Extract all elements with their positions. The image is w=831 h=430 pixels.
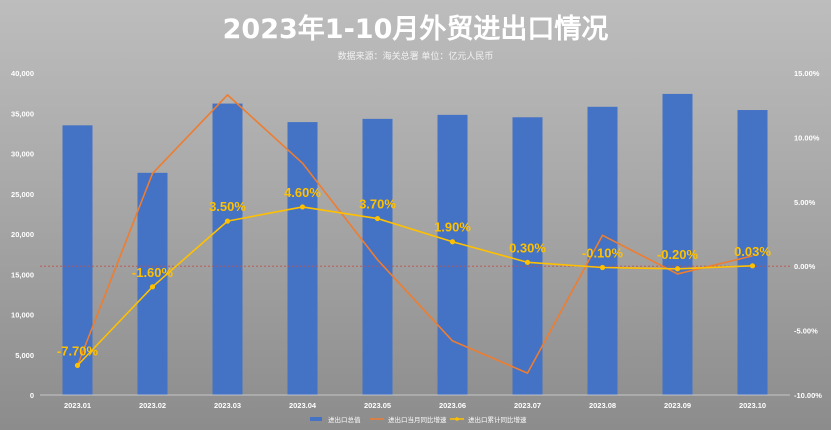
bar-2023.06 [437,114,468,396]
data-label-2023.08: -0.10% [582,245,624,260]
bar-2023.05 [362,118,393,395]
x-tick-label: 2023.09 [664,401,691,410]
data-label-2023.04: 4.60% [284,185,321,200]
data-label-2023.06: 1.90% [434,220,471,235]
legend-label: 进出口累计同比增速 [468,415,527,424]
y-right-tick: -10.00% [794,391,822,400]
x-tick-label: 2023.05 [364,401,391,410]
y-right-tick: 5.00% [794,198,816,207]
bar-2023.02 [137,172,168,395]
marker-2023.10 [749,263,756,269]
y-left-tick: 20,000 [11,230,34,239]
chart-subtitle: 数据来源：海关总署 单位：亿元人民币 [338,50,494,62]
y-axis-right: -10.00% -5.00% 0.00% 5.00% 10.00% 15.00% [794,69,822,400]
y-axis-left: 0 5,000 10,000 15,000 20,000 25,000 30,000 35,0… [11,69,34,400]
y-left-tick: 0 [30,391,34,400]
marker-2023.04 [299,204,306,210]
marker-2023.01 [74,362,81,368]
line-series-1 [76,94,753,374]
bar-2023.08 [587,106,618,395]
data-labels: -7.70% -1.60% 3.50% 4.60% 3.70% 1.90% 0.30% -0.… [57,185,771,358]
marker-2023.06 [449,239,456,245]
x-tick-label: 2023.07 [514,401,541,410]
x-tick-label: 2023.02 [139,401,166,410]
legend-swatch-bars [310,417,322,421]
x-tick-label: 2023.03 [214,401,241,410]
bar-2023.01 [62,125,93,395]
y-right-tick: 15.00% [794,69,820,78]
marker-2023.09 [674,266,681,272]
y-right-tick: 0.00% [794,262,816,271]
data-label-2023.05: 3.70% [359,197,396,212]
bar-2023.09 [662,93,693,396]
y-right-tick: 10.00% [794,133,820,142]
legend-label: 进出口当月同比增速 [388,415,447,424]
y-left-tick: 15,000 [11,270,34,279]
marker-2023.03 [224,218,231,224]
marker-2023.02 [149,284,156,290]
data-label-2023.03: 3.50% [209,199,246,214]
bar-2023.07 [512,117,543,396]
x-axis: 2023.01 2023.02 2023.03 2023.04 2023.05 2023.… [40,394,790,410]
data-label-2023.09: -0.20% [657,247,699,262]
x-tick-label: 2023.01 [64,401,91,410]
y-left-tick: 10,000 [11,311,34,320]
x-tick-label: 2023.10 [739,401,766,410]
data-label-2023.02: -1.60% [132,265,174,280]
data-label-2023.01: -7.70% [57,343,99,358]
y-left-tick: 30,000 [11,150,34,159]
x-tick-label: 2023.08 [589,401,616,410]
legend: 进出口总值 进出口当月同比增速 进出口累计同比增速 [310,415,527,424]
y-left-tick: 40,000 [11,69,34,78]
y-left-tick: 25,000 [11,190,34,199]
marker-2023.08 [599,264,606,271]
line-series-2 [76,206,753,366]
marker-2023.07 [524,259,531,265]
y-left-tick: 35,000 [11,109,34,118]
data-label-2023.10: 0.03% [734,244,771,259]
bar-2023.03 [212,103,243,395]
x-tick-label: 2023.04 [289,401,317,410]
bar-2023.10 [737,110,768,395]
chart-title: 2023年1-10月外贸进出口情况 [223,13,609,45]
line-series-group [76,94,753,374]
y-right-tick: -5.00% [794,327,818,336]
marker-2023.05 [374,215,381,222]
legend-label: 进出口总值 [328,415,361,424]
bar-series [62,93,768,396]
x-tick-label: 2023.06 [439,401,466,410]
bar-2023.04 [287,122,318,395]
legend-swatch-marker [455,417,459,421]
data-label-2023.07: 0.30% [509,240,546,255]
y-left-tick: 5,000 [15,351,34,360]
line-markers [74,204,756,368]
